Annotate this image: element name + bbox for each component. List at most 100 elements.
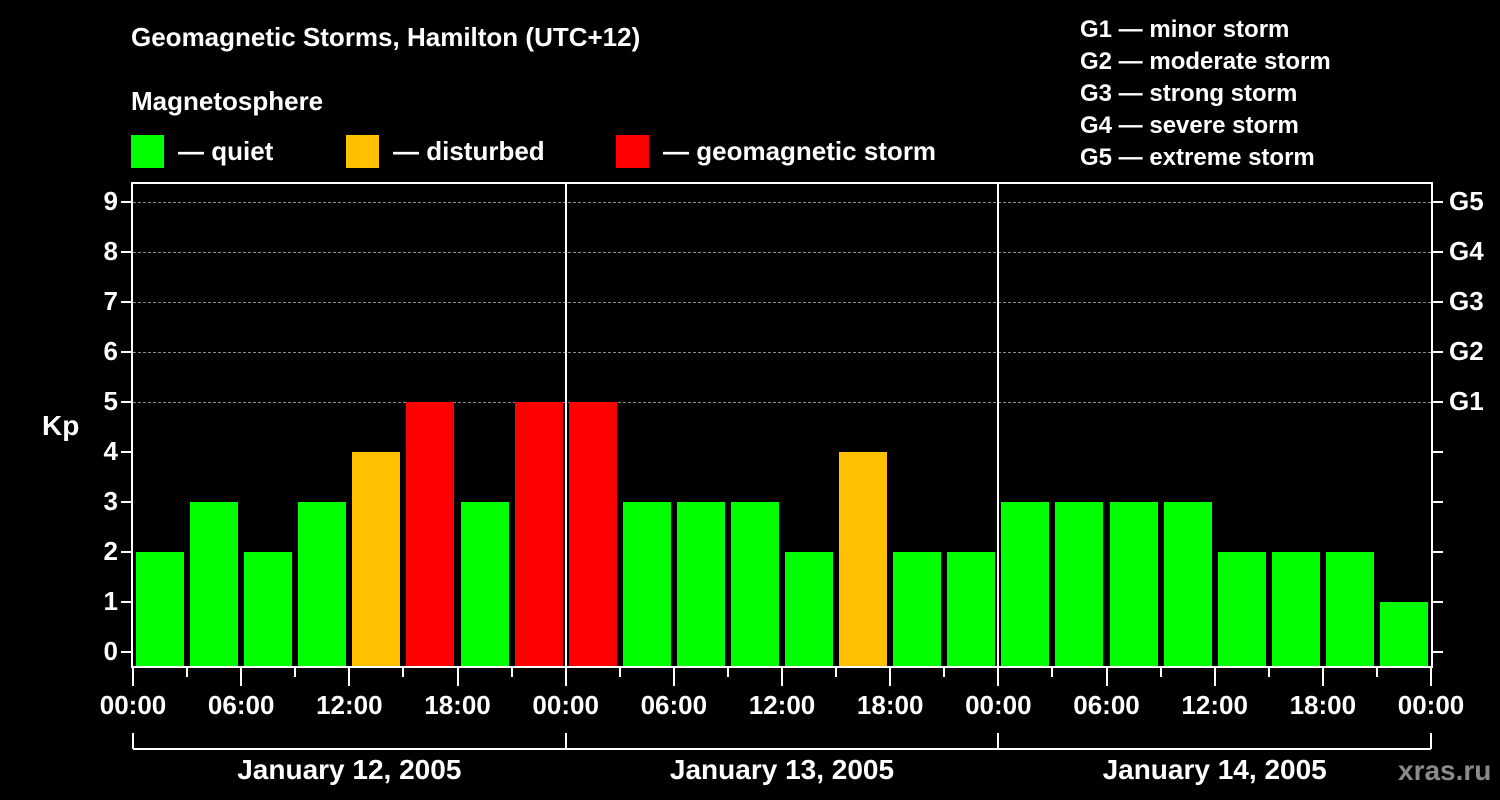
kp-bar xyxy=(1001,502,1050,666)
x-tick-minor xyxy=(618,668,621,677)
x-tick-label: 00:00 xyxy=(965,690,1032,720)
y-tick xyxy=(121,601,131,603)
x-tick-label: 00:00 xyxy=(1397,690,1465,720)
day-label: January 13, 2005 xyxy=(669,754,895,785)
x-tick-label: 06:00 xyxy=(207,690,275,720)
gridline xyxy=(133,252,1431,253)
kp-bar xyxy=(839,452,888,666)
x-tick-major xyxy=(1213,668,1216,686)
kp-bar xyxy=(1109,502,1158,666)
day-bracket-line xyxy=(133,748,1431,750)
y-tick-right xyxy=(1433,551,1443,553)
x-tick-minor xyxy=(402,668,405,677)
x-tick-minor xyxy=(726,668,729,677)
g-level-label: G3 xyxy=(1449,286,1484,316)
quiet-swatch-icon xyxy=(131,134,164,168)
x-tick-label: 18:00 xyxy=(424,690,491,720)
y-tick xyxy=(121,201,131,203)
kp-bar xyxy=(460,502,509,666)
g-scale-item: G2 — moderate storm xyxy=(1080,48,1331,75)
legend-item-quiet: — quiet xyxy=(131,134,273,168)
x-tick-label: 12:00 xyxy=(1181,690,1248,720)
y-tick-right xyxy=(1433,451,1443,453)
x-tick-label: 06:00 xyxy=(1073,690,1140,720)
chart-title: Geomagnetic Storms, Hamilton (UTC+12) xyxy=(131,22,641,52)
kp-bar xyxy=(1325,552,1374,666)
legend-heading: Magnetosphere xyxy=(131,86,324,116)
kp-bar xyxy=(1379,602,1428,666)
legend-label-quiet: — quiet xyxy=(178,135,274,166)
y-tick-right xyxy=(1433,201,1443,203)
legend-label-disturbed: — disturbed xyxy=(393,135,545,166)
x-tick-major xyxy=(781,668,783,686)
x-tick-major xyxy=(1430,668,1432,686)
x-tick-major xyxy=(564,668,567,686)
day-bracket-tick xyxy=(564,733,567,749)
y-tick-right xyxy=(1433,351,1443,353)
y-tick xyxy=(121,551,131,553)
storm-swatch-icon xyxy=(616,134,649,168)
y-tick-label: 1 xyxy=(103,586,118,616)
day-bracket-tick xyxy=(997,733,1000,749)
x-tick-major xyxy=(997,668,1000,686)
x-tick-minor xyxy=(186,668,189,677)
y-tick-label: 8 xyxy=(103,236,118,266)
kp-bar xyxy=(406,402,455,666)
x-tick-minor xyxy=(835,668,838,677)
g-scale-item: G5 — extreme storm xyxy=(1080,144,1315,171)
x-tick-label: 12:00 xyxy=(748,690,816,720)
x-tick-major xyxy=(672,668,675,686)
y-tick xyxy=(121,301,131,303)
y-tick-right xyxy=(1433,601,1443,603)
g-scale-legend: G1 — minor storm G2 — moderate storm G3 … xyxy=(1080,14,1331,174)
x-tick-minor xyxy=(510,668,513,677)
y-tick-right xyxy=(1433,651,1443,653)
g-scale-item: G3 — strong storm xyxy=(1080,80,1298,107)
x-tick-minor xyxy=(943,668,946,677)
gridline xyxy=(133,402,1431,403)
disturbed-swatch-icon xyxy=(346,134,379,168)
x-tick-minor xyxy=(1159,668,1162,677)
g-level-label: G5 xyxy=(1449,186,1484,216)
x-tick-minor xyxy=(1267,668,1270,677)
day-bracket-tick xyxy=(132,733,134,749)
x-tick-label: 00:00 xyxy=(99,690,167,720)
kp-bar xyxy=(785,552,834,666)
y-tick xyxy=(121,501,131,503)
gridline xyxy=(133,352,1431,353)
kp-bar xyxy=(244,552,293,666)
y-tick-label: 4 xyxy=(103,436,118,466)
y-tick-label: 7 xyxy=(103,286,118,316)
plot-area xyxy=(131,182,1433,668)
x-tick-label: 18:00 xyxy=(1289,690,1357,720)
credit-watermark: xras.ru xyxy=(1398,755,1492,786)
x-tick-minor xyxy=(294,668,297,677)
x-tick-major xyxy=(348,668,351,686)
y-tick-right xyxy=(1433,301,1443,303)
g-scale-item: G4 — severe storm xyxy=(1080,112,1299,139)
x-tick-major xyxy=(1105,668,1108,686)
x-tick-label: 00:00 xyxy=(532,690,599,720)
y-tick-label: 0 xyxy=(103,636,118,666)
day-label: January 14, 2005 xyxy=(1102,754,1327,785)
g-level-label: G1 xyxy=(1449,386,1484,416)
g-level-label: G2 xyxy=(1449,336,1484,366)
kp-bar xyxy=(947,552,996,666)
y-tick-right xyxy=(1433,251,1443,253)
y-tick-label: 2 xyxy=(103,536,118,566)
day-label: January 12, 2005 xyxy=(237,754,462,785)
kp-bar xyxy=(622,502,671,666)
legend-item-storm: — geomagnetic storm xyxy=(616,134,936,168)
y-tick-label: 3 xyxy=(103,486,118,516)
y-axis-label: Kp xyxy=(42,410,80,441)
y-tick xyxy=(121,401,131,403)
x-tick-major xyxy=(240,668,243,686)
x-tick-major xyxy=(1321,668,1324,686)
legend-item-disturbed: — disturbed xyxy=(346,134,545,168)
y-tick xyxy=(121,651,131,653)
x-tick-major xyxy=(132,668,134,686)
legend-label-storm: — geomagnetic storm xyxy=(663,135,937,166)
day-bracket-tick xyxy=(1430,733,1432,749)
kp-bar xyxy=(1271,552,1320,666)
